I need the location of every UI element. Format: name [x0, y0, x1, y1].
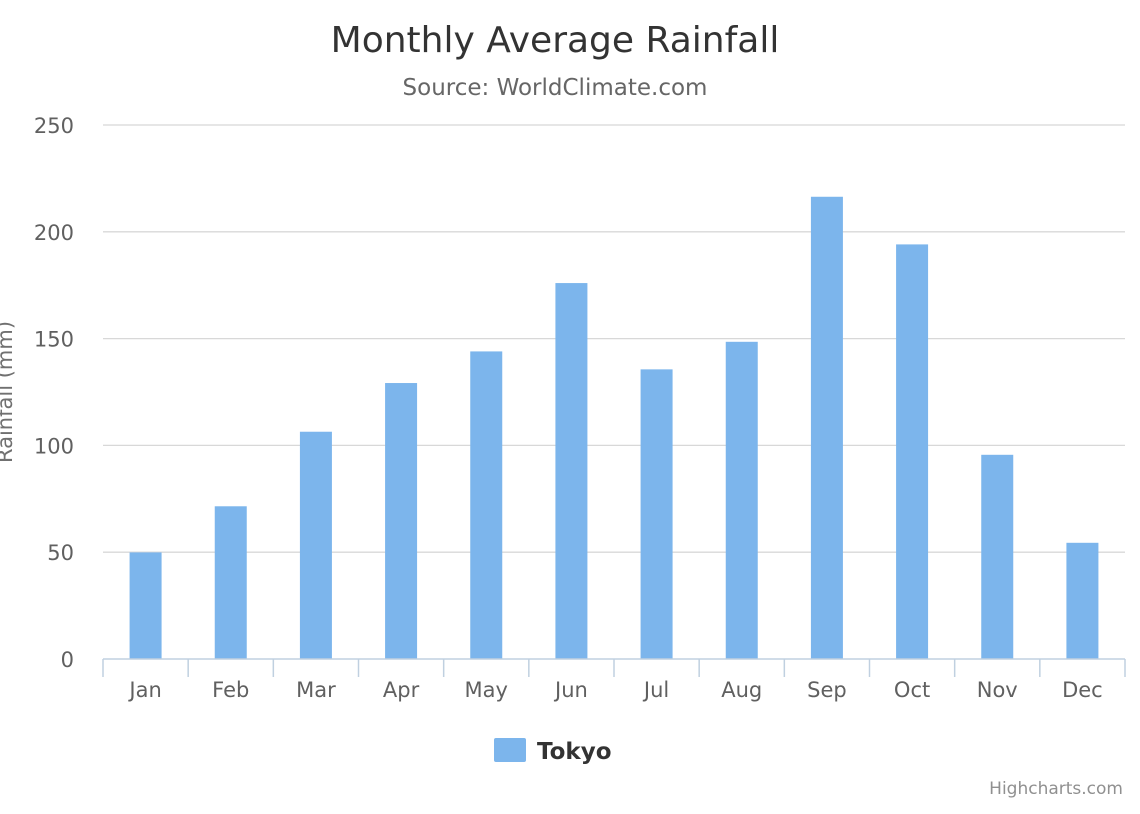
x-tick-label-sep: Sep [807, 678, 847, 702]
x-tick-label-dec: Dec [1062, 678, 1103, 702]
x-tick-label-jul: Jul [642, 678, 669, 702]
bar-series-tokyo [129, 196, 1099, 659]
y-tick-label-50: 50 [47, 541, 74, 565]
chart-title: Monthly Average Rainfall [331, 20, 780, 61]
x-tick-label-aug: Aug [721, 678, 762, 702]
x-tick-label-feb: Feb [212, 678, 249, 702]
bar-aug[interactable] [725, 341, 758, 659]
y-axis-title: Rainfall (mm) [0, 321, 17, 463]
legend-label-tokyo[interactable]: Tokyo [537, 739, 612, 765]
x-tick-label-oct: Oct [894, 678, 930, 702]
legend-swatch-tokyo[interactable] [494, 738, 526, 762]
grid-lines [103, 124, 1125, 553]
x-axis-tick-labels: Jan Feb Mar Apr May Jun Jul Aug Sep Oct Nov Dec [127, 678, 1102, 702]
bar-nov[interactable] [981, 454, 1014, 659]
bar-oct[interactable] [896, 244, 929, 659]
bar-dec[interactable] [1066, 542, 1099, 659]
y-tick-label-250: 250 [34, 114, 74, 138]
y-tick-label-0: 0 [61, 648, 74, 672]
bar-jan[interactable] [129, 552, 162, 659]
y-tick-label-200: 200 [34, 221, 74, 245]
bar-sep[interactable] [810, 196, 843, 659]
bar-mar[interactable] [299, 431, 332, 659]
x-axis [102, 658, 1126, 677]
legend[interactable]: Tokyo [494, 738, 612, 765]
credits-link[interactable]: Highcharts.com [989, 779, 1123, 799]
bar-jun[interactable] [555, 283, 588, 659]
x-tick-label-may: May [465, 678, 508, 702]
bar-jul[interactable] [640, 369, 673, 659]
bar-feb[interactable] [214, 506, 247, 659]
y-axis-tick-labels: 0 50 100 150 200 250 [34, 114, 74, 672]
y-tick-label-150: 150 [34, 328, 74, 352]
x-tick-label-jun: Jun [553, 678, 588, 702]
y-tick-label-100: 100 [34, 434, 74, 458]
bar-may[interactable] [470, 351, 503, 659]
x-tick-label-jan: Jan [127, 678, 161, 702]
chart-subtitle: Source: WorldClimate.com [403, 75, 708, 101]
x-tick-label-nov: Nov [977, 678, 1018, 702]
bar-apr[interactable] [385, 383, 418, 659]
x-tick-label-apr: Apr [383, 678, 420, 702]
x-tick-label-mar: Mar [296, 678, 336, 702]
